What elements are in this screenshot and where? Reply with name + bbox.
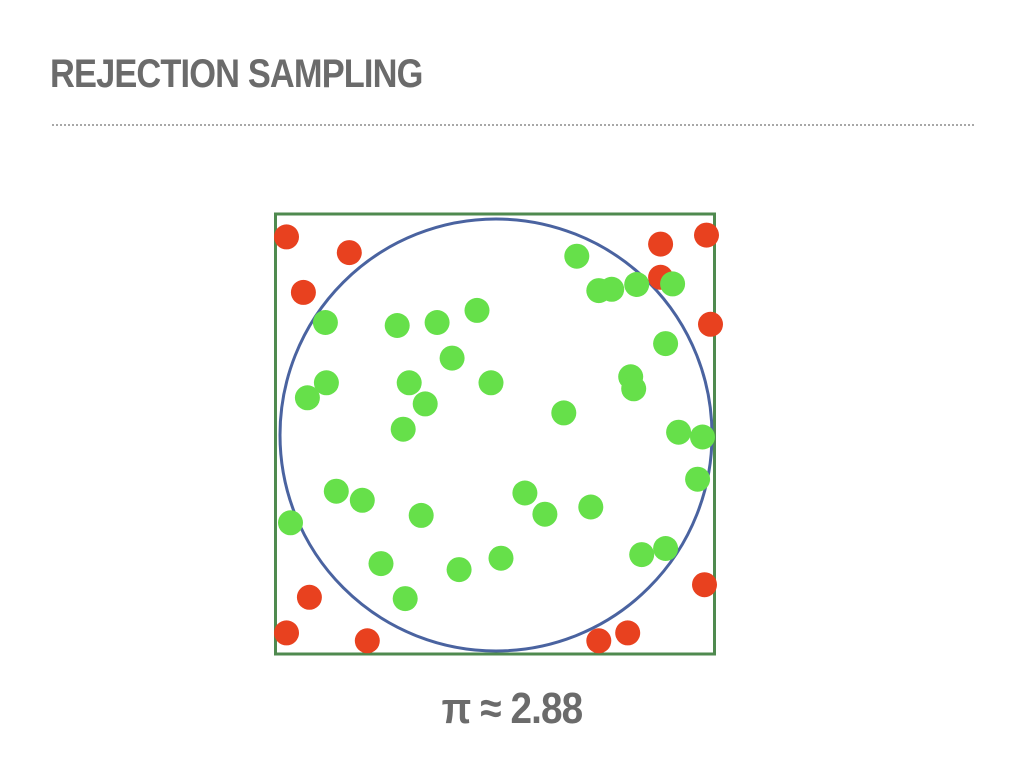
pi-estimate-text: π ≈ 2.88 <box>441 684 584 733</box>
accepted-sample-point <box>690 424 715 450</box>
accepted-sample-point <box>392 586 418 612</box>
accepted-sample-point <box>478 370 504 396</box>
accepted-sample-point <box>599 276 625 302</box>
accepted-sample-point <box>424 310 450 335</box>
title-divider <box>52 124 974 126</box>
accepted-sample-point <box>685 466 711 492</box>
accepted-sample-point <box>312 310 338 335</box>
accepted-sample-point <box>278 510 303 536</box>
rejected-sample-point <box>698 311 723 337</box>
accepted-sample-point <box>512 480 538 506</box>
accepted-sample-point <box>408 502 434 528</box>
slide-title: REJECTION SAMPLING <box>50 52 423 96</box>
accepted-sample-point <box>629 542 655 568</box>
sample-points <box>274 222 723 654</box>
accepted-sample-point <box>384 313 410 338</box>
rejected-sample-point <box>586 628 612 654</box>
accepted-sample-point <box>653 331 679 357</box>
pi-estimate: π ≈ 2.88 <box>0 684 1024 734</box>
rejected-sample-point <box>692 572 717 598</box>
accepted-sample-point <box>412 391 438 417</box>
rejected-sample-point <box>694 222 719 248</box>
accepted-sample-point <box>390 416 416 442</box>
rejected-sample-point <box>648 231 674 257</box>
accepted-sample-point <box>621 376 647 402</box>
accepted-sample-point <box>323 478 349 504</box>
accepted-sample-point <box>439 345 465 371</box>
accepted-sample-point <box>660 271 686 297</box>
accepted-sample-point <box>349 487 375 513</box>
rejected-sample-point <box>336 240 362 266</box>
rejected-sample-point <box>274 620 299 646</box>
accepted-sample-point <box>464 297 490 323</box>
accepted-sample-point <box>294 385 320 411</box>
accepted-sample-point <box>624 272 650 297</box>
accepted-sample-point <box>368 551 394 577</box>
accepted-sample-point <box>488 545 514 571</box>
accepted-sample-point <box>578 494 604 520</box>
rejected-sample-point <box>290 279 316 305</box>
accepted-sample-point <box>564 243 590 269</box>
accepted-sample-point <box>313 370 339 396</box>
accepted-sample-point <box>666 419 692 445</box>
accepted-sample-point <box>532 501 558 527</box>
accepted-sample-point <box>446 557 472 583</box>
rejected-sample-point <box>354 628 380 654</box>
rejected-sample-point <box>274 224 299 250</box>
rejected-sample-point <box>615 620 641 646</box>
accepted-sample-point <box>653 536 679 561</box>
rejected-sample-point <box>296 584 322 610</box>
accepted-sample-point <box>551 400 577 426</box>
accepted-sample-point <box>396 370 422 396</box>
